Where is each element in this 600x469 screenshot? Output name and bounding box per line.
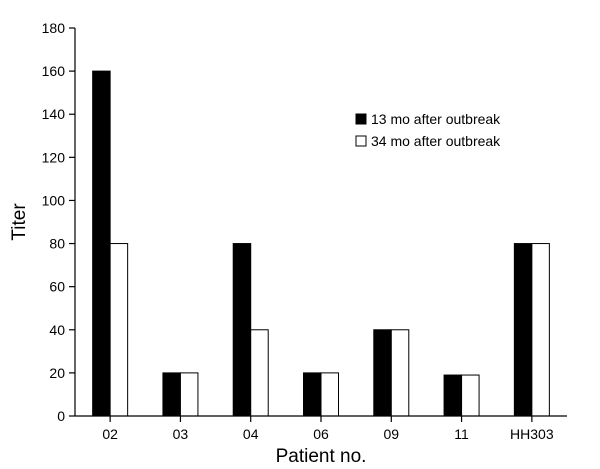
bar-13mo-HH303 [513, 243, 533, 417]
y-tick-label: 40 [49, 322, 65, 338]
x-tick-label: 09 [383, 426, 399, 442]
x-tick-label: 11 [454, 426, 469, 442]
legend-swatch [355, 135, 367, 147]
bar-13mo-02 [92, 70, 111, 417]
y-tick-label: 140 [42, 106, 66, 122]
legend: 13 mo after outbreak 34 mo after outbreak [355, 111, 501, 149]
bar-13mo-04 [232, 243, 252, 417]
bar-13mo-09 [373, 329, 392, 417]
x-tick-label: 06 [313, 426, 329, 442]
y-axis-ticks: 0 20 40 60 80 100 120 140 160 180 [42, 20, 75, 424]
legend-swatch [355, 113, 367, 125]
x-tick-label: 02 [102, 426, 118, 442]
bar-13mo-11 [443, 374, 463, 417]
y-tick-label: 180 [42, 20, 66, 36]
legend-label: 34 mo after outbreak [371, 133, 501, 149]
y-tick-label: 0 [57, 408, 65, 424]
y-tick-label: 60 [49, 279, 65, 295]
y-tick-label: 20 [49, 365, 65, 381]
bar-34mo-03 [179, 372, 199, 417]
bar-34mo-11 [461, 374, 480, 417]
x-axis-title: Patient no. [276, 446, 367, 467]
legend-label: 13 mo after outbreak [371, 111, 501, 127]
bar-13mo-06 [303, 372, 322, 417]
x-tick-label: HH303 [510, 426, 554, 442]
y-tick-label: 120 [42, 149, 66, 165]
bar-34mo-02 [109, 243, 129, 417]
y-tick-label: 100 [42, 192, 66, 208]
x-tick-label: 03 [173, 426, 189, 442]
y-tick-label: 80 [49, 236, 65, 252]
bar-34mo-HH303 [531, 243, 550, 417]
bar-34mo-09 [390, 329, 410, 417]
x-tick-label: 04 [243, 426, 259, 442]
y-tick-label: 160 [42, 63, 66, 79]
bar-34mo-06 [320, 372, 339, 417]
bar-13mo-03 [162, 372, 181, 417]
y-axis-title: Titer [9, 203, 30, 241]
bar-34mo-04 [250, 329, 269, 417]
x-axis-ticks: 02 03 04 06 09 11 HH303 [102, 416, 554, 442]
